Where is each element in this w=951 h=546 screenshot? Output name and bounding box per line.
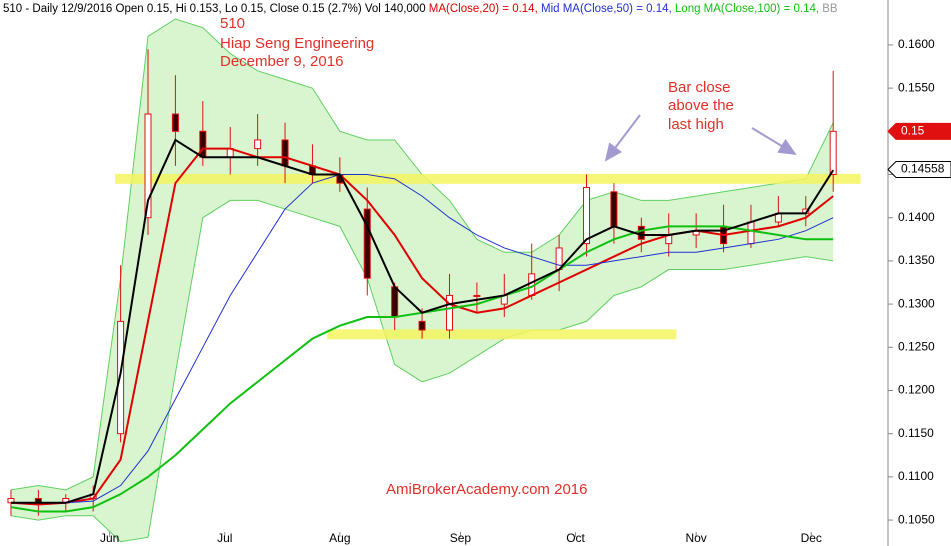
candle-body — [418, 320, 426, 331]
candle-body — [254, 139, 262, 150]
y-tick-label: 0.1050 — [898, 512, 935, 526]
x-tick-label: Sep — [450, 531, 472, 545]
y-tick-label: 0.1600 — [898, 37, 935, 51]
price-marker — [887, 122, 951, 140]
y-tick-label: 0.1550 — [898, 80, 935, 94]
candle-body — [391, 286, 399, 318]
candle-body — [199, 130, 207, 158]
ma-line — [10, 174, 834, 504]
price-marker — [887, 161, 951, 179]
legend-entry: Long MA(Close,100) = 0.14, — [675, 3, 819, 15]
plot-area — [7, 18, 861, 543]
annotation: 510 — [220, 15, 245, 32]
x-tick-label: Aug — [329, 531, 350, 545]
legend-entry: 510 - Daily 12/9/2016 Open 0.15, Hi 0.15… — [3, 3, 426, 15]
y-tick-label: 0.1200 — [898, 383, 935, 397]
y-tick-label: 0.1150 — [898, 426, 934, 440]
candle-body — [473, 294, 481, 297]
y-tick-label: 0.1100 — [898, 469, 934, 483]
arrow — [604, 114, 641, 162]
price-marker-label: 0.15 — [901, 123, 925, 137]
candle-body — [171, 113, 179, 132]
legend-entry: BB — [822, 3, 838, 15]
x-tick-label: Jul — [217, 531, 232, 545]
ma-line — [10, 138, 835, 504]
annotation: Bar close — [668, 79, 731, 96]
arrow — [751, 127, 797, 156]
price-marker-label: 0.14558 — [901, 162, 945, 176]
zone — [115, 173, 861, 184]
candle-body — [747, 221, 755, 245]
candle-body — [637, 225, 645, 240]
legend-entry: MA(Close,20) = 0.14, — [429, 3, 538, 15]
candle-body — [583, 186, 591, 245]
y-tick-label: 0.1300 — [898, 296, 935, 310]
y-tick-label: 0.1350 — [898, 253, 935, 267]
x-tick-label: Jun — [100, 531, 119, 545]
x-tick-label: Nov — [685, 531, 706, 545]
header: 510 - Daily 12/9/2016 Open 0.15, Hi 0.15… — [3, 3, 838, 15]
watermark: AmiBrokerAcademy.com 2016 — [386, 481, 587, 498]
annotation: December 9, 2016 — [220, 53, 343, 70]
candle-body — [281, 139, 289, 167]
candle-body — [144, 113, 152, 219]
annotation: above the — [668, 97, 734, 114]
annotation: Hiap Seng Engineering — [220, 35, 374, 52]
candle-body — [363, 208, 371, 279]
candle-body — [829, 130, 837, 176]
candle-body — [445, 294, 453, 331]
legend-entry: Mid MA(Close,50) = 0.14, — [541, 3, 672, 15]
x-tick-label: Oct — [566, 531, 585, 545]
bollinger-lower — [10, 199, 834, 543]
zone — [327, 329, 677, 340]
y-tick-label: 0.1250 — [898, 339, 935, 353]
x-tick-label: Dec — [801, 531, 822, 545]
y-tick-label: 0.1400 — [898, 210, 935, 224]
candle-body — [610, 191, 618, 227]
bollinger-fill — [10, 19, 834, 542]
annotation: last high — [668, 116, 724, 133]
